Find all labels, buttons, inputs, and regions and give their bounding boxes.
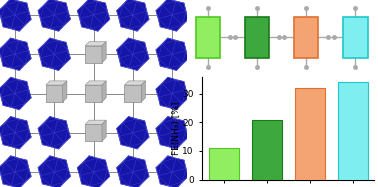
- Polygon shape: [0, 117, 31, 149]
- Polygon shape: [38, 0, 71, 31]
- Polygon shape: [85, 81, 106, 85]
- Polygon shape: [38, 117, 71, 149]
- Bar: [338, 82, 368, 180]
- Bar: [85, 46, 102, 63]
- Y-axis label: FE(NH₃) [%]: FE(NH₃) [%]: [172, 101, 181, 155]
- Polygon shape: [102, 42, 106, 63]
- Polygon shape: [102, 120, 106, 141]
- Bar: [343, 17, 367, 58]
- Polygon shape: [116, 117, 149, 149]
- Bar: [85, 85, 102, 102]
- Polygon shape: [0, 156, 31, 187]
- Polygon shape: [141, 81, 146, 102]
- Polygon shape: [116, 156, 149, 187]
- Polygon shape: [156, 156, 188, 187]
- Polygon shape: [0, 77, 31, 110]
- Polygon shape: [156, 117, 188, 149]
- Polygon shape: [85, 42, 106, 46]
- Bar: [209, 148, 239, 180]
- Polygon shape: [77, 0, 110, 31]
- Polygon shape: [77, 156, 110, 187]
- Bar: [294, 17, 318, 58]
- Polygon shape: [38, 38, 71, 70]
- Polygon shape: [116, 38, 149, 70]
- Bar: [245, 17, 269, 58]
- Polygon shape: [156, 38, 188, 70]
- Polygon shape: [0, 38, 31, 70]
- Polygon shape: [156, 0, 188, 31]
- Bar: [252, 119, 282, 180]
- Polygon shape: [38, 156, 71, 187]
- Bar: [196, 17, 220, 58]
- Polygon shape: [0, 0, 31, 31]
- Polygon shape: [46, 81, 67, 85]
- Polygon shape: [63, 81, 67, 102]
- Polygon shape: [85, 120, 106, 124]
- Polygon shape: [124, 81, 146, 85]
- Bar: [46, 85, 63, 102]
- Bar: [124, 85, 141, 102]
- Polygon shape: [116, 0, 149, 31]
- Polygon shape: [156, 77, 188, 110]
- Bar: [85, 124, 102, 141]
- Bar: [295, 88, 325, 180]
- Polygon shape: [102, 81, 106, 102]
